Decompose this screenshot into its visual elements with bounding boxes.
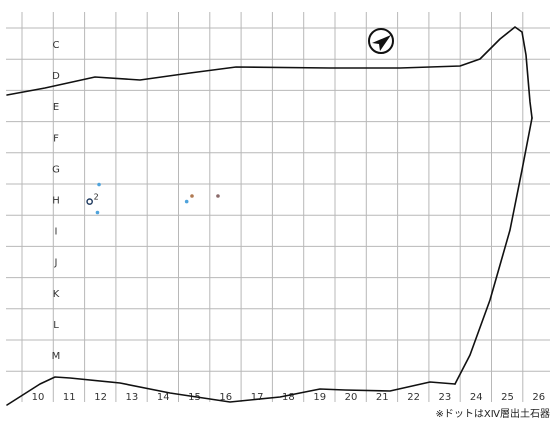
site-boundary-bottom <box>6 376 456 406</box>
row-label: C <box>53 40 60 51</box>
artifact-dot-label: 2 <box>94 193 99 202</box>
col-label: 20 <box>345 392 358 403</box>
col-label: 13 <box>126 392 139 403</box>
artifact-dot <box>97 182 101 187</box>
col-label: 11 <box>63 392 76 403</box>
row-label: K <box>53 289 60 300</box>
site-boundary-right <box>454 117 533 385</box>
col-label: 23 <box>439 392 452 403</box>
row-label: J <box>54 258 58 269</box>
row-label: F <box>53 133 59 144</box>
col-label: 10 <box>32 392 45 403</box>
artifact-dot <box>216 194 220 198</box>
col-label: 25 <box>501 392 514 403</box>
artifact-dot <box>184 199 189 204</box>
row-label: D <box>52 71 60 82</box>
row-label: I <box>55 227 58 238</box>
site-boundary-top <box>6 26 533 119</box>
row-label: H <box>52 196 60 207</box>
north-arrow-icon <box>368 28 394 54</box>
row-label: G <box>52 164 60 175</box>
row-label: L <box>53 320 59 331</box>
row-labels: C D E F G H I J K L M <box>52 40 61 362</box>
col-label: 18 <box>282 392 295 403</box>
legend-note: ※ドットはⅩⅣ層出土石器 <box>435 409 550 420</box>
row-label: M <box>52 351 61 362</box>
artifact-dots: 2 <box>86 182 220 215</box>
row-label: E <box>53 102 59 113</box>
col-label: 19 <box>313 392 326 403</box>
col-label: 14 <box>157 392 170 403</box>
grid-lines <box>6 12 550 402</box>
col-label: 12 <box>94 392 107 403</box>
artifact-dot <box>86 198 93 205</box>
col-labels: 10 11 12 13 14 15 16 17 18 19 20 21 22 23 24 25 26 <box>32 392 546 403</box>
col-label: 15 <box>188 392 201 403</box>
col-label: 17 <box>251 392 264 403</box>
artifact-dot <box>190 194 194 198</box>
artifact-dot <box>95 210 100 215</box>
col-label: 26 <box>532 392 545 403</box>
col-label: 22 <box>407 392 420 403</box>
col-label: 16 <box>219 392 232 403</box>
col-label: 24 <box>470 392 483 403</box>
col-label: 21 <box>376 392 389 403</box>
